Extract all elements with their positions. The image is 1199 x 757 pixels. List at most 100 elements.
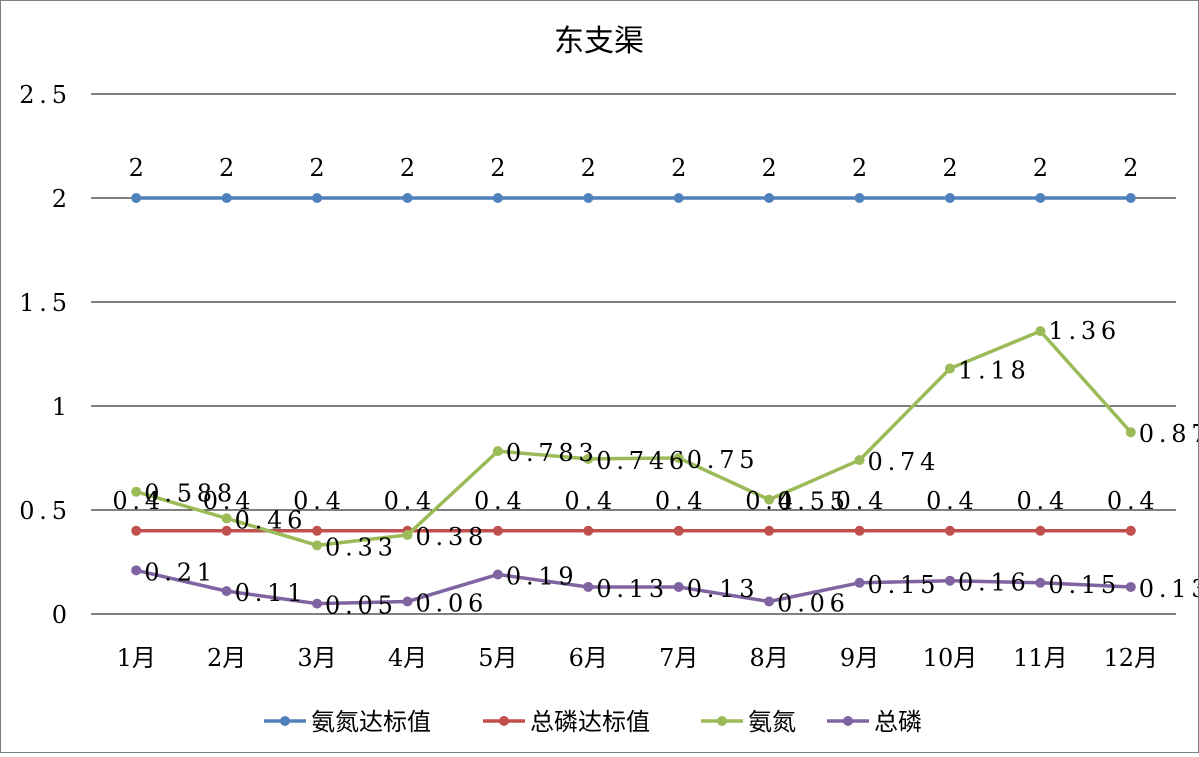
data-point: [492, 446, 503, 457]
y-axis: 0 0 . 5 1 1 . 5 2 2 . 5: [19, 81, 67, 629]
data-point: [1035, 577, 1046, 588]
data-point: [492, 569, 503, 580]
y-tick-label: 1: [52, 393, 67, 421]
data-label: 2: [942, 154, 957, 182]
gridlines: [91, 93, 1176, 615]
legend-swatch-marker: [717, 716, 727, 726]
data-label: 1 . 1 8: [958, 357, 1026, 385]
y-tick-label: 1 . 5: [19, 289, 67, 317]
legend-label: 总磷: [874, 708, 922, 736]
data-label: 2: [309, 154, 324, 182]
data-point: [312, 598, 323, 609]
data-point: [402, 193, 413, 203]
legend[interactable]: 氨氮达标值 总磷达标值 氨氮 总磷: [264, 708, 922, 736]
data-label: 0 . 4: [203, 487, 251, 515]
data-point: [131, 565, 142, 576]
data-point: [583, 525, 594, 536]
x-tick-label: 12月: [1104, 644, 1159, 672]
data-label: 2: [490, 154, 505, 182]
data-label: 0 . 0 6: [415, 590, 483, 618]
chart-title: 东支渠: [554, 24, 644, 59]
data-point: [312, 193, 323, 203]
data-point: [131, 525, 142, 536]
data-label: 0 . 4: [384, 487, 432, 515]
data-label: 0 . 0 6: [777, 590, 845, 618]
x-tick-label: 4月: [388, 644, 427, 672]
x-tick-label: 7月: [659, 644, 698, 672]
legend-swatch-marker: [280, 716, 290, 726]
data-point: [492, 525, 503, 536]
data-point: [944, 525, 955, 536]
data-point: [764, 193, 775, 203]
data-point: [944, 363, 955, 374]
data-point: [583, 453, 594, 464]
legend-swatch-marker: [843, 716, 853, 726]
data-label: 0 . 1 1: [235, 579, 303, 607]
data-label: 0 . 4: [293, 487, 341, 515]
data-point: [944, 193, 955, 203]
data-label: 0 . 4: [1016, 487, 1064, 515]
data-label: 0 . 3 3: [325, 533, 393, 561]
legend-swatch-marker: [499, 716, 509, 726]
data-label: 0 . 0 5: [325, 592, 393, 620]
data-label: 0 . 7 4 6: [596, 447, 684, 475]
data-label: 0 . 4: [926, 487, 974, 515]
data-point: [1125, 193, 1136, 203]
data-point: [1125, 427, 1136, 438]
data-label: 2: [1123, 154, 1138, 182]
data-label: 0 . 4 6: [235, 506, 303, 534]
data-point: [1125, 581, 1136, 592]
x-tick-label: 5月: [478, 644, 517, 672]
data-point: [583, 193, 594, 203]
data-point: [1035, 193, 1046, 203]
data-point: [1035, 525, 1046, 536]
y-tick-label: 0: [52, 601, 67, 629]
x-tick-label: 8月: [749, 644, 788, 672]
data-label: 0 . 7 4: [868, 448, 936, 476]
data-point: [944, 575, 955, 586]
data-point: [221, 193, 232, 203]
y-tick-label: 2 . 5: [19, 81, 67, 109]
data-label: 0 . 1 5: [868, 571, 936, 599]
data-point: [673, 453, 684, 463]
x-tick-label: 1月: [117, 644, 156, 672]
data-point: [221, 525, 232, 536]
data-point: [854, 193, 865, 203]
x-tick-label: 2月: [207, 644, 246, 672]
data-label: 2: [1033, 154, 1048, 182]
data-label: 2: [219, 154, 234, 182]
data-point: [854, 577, 865, 588]
legend-label: 总磷达标值: [530, 708, 650, 736]
x-tick-label: 9月: [840, 644, 879, 672]
data-point: [402, 529, 413, 540]
y-tick-label: 0 . 5: [19, 497, 67, 525]
data-label: 0 . 1 6: [958, 569, 1026, 597]
data-point: [492, 193, 503, 203]
data-label: 0 . 5 8 8: [144, 480, 232, 508]
legend-label: 氨氮达标值: [311, 708, 431, 736]
data-label: 0 . 3 8: [415, 523, 483, 551]
data-label: 0 . 4: [655, 487, 703, 515]
data-label: 0 . 1 5: [1048, 571, 1116, 599]
data-point: [854, 525, 865, 536]
data-point: [402, 596, 413, 607]
data-label: 2: [671, 154, 686, 182]
data-point: [1035, 326, 1046, 337]
data-point: [854, 455, 865, 466]
data-label: 0 . 1 3: [1139, 575, 1198, 603]
data-point: [131, 486, 142, 497]
x-tick-label: 3月: [297, 644, 336, 672]
data-label: 2: [129, 154, 144, 182]
series-group: [131, 193, 1136, 609]
data-label: 0 . 4: [836, 487, 884, 515]
data-label: 0 . 4: [564, 487, 612, 515]
data-label: 0 . 7 8 3: [506, 439, 594, 467]
data-point: [583, 581, 594, 592]
data-label: 0 . 7 5: [687, 446, 755, 474]
data-label: 2: [761, 154, 776, 182]
data-point: [673, 581, 684, 592]
x-tick-label: 10月: [923, 644, 978, 672]
data-label: 0 . 8 7 4: [1139, 420, 1198, 448]
